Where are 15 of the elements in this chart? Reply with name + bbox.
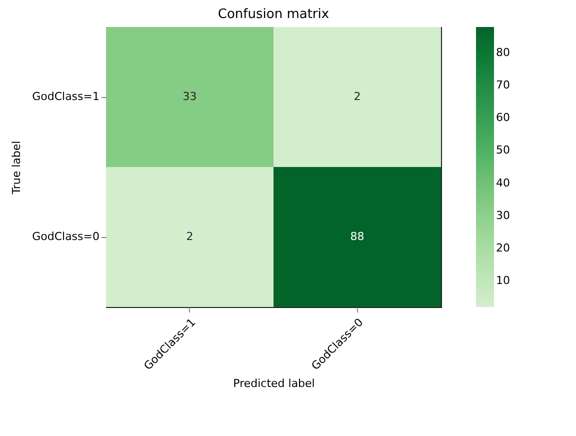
data-label: 33 (182, 90, 197, 103)
data-label: 2 (186, 230, 194, 243)
color-bar-label: 60 (496, 111, 510, 124)
color-bar-label: 70 (496, 78, 510, 92)
data-label: 88 (350, 230, 364, 243)
chart-title: Confusion matrix (218, 7, 330, 22)
color-bar-label: 50 (496, 144, 510, 157)
color-bar-label: 80 (496, 46, 510, 60)
color-bar-label: 30 (496, 208, 510, 222)
data-label: 2 (354, 90, 361, 103)
color-bar-label: 10 (496, 274, 510, 287)
color-bar-label: 20 (496, 241, 510, 254)
y-axis-title: True label (10, 140, 24, 196)
x-axis-title: Predicted label (233, 376, 315, 390)
color-bar-label: 40 (496, 176, 510, 190)
